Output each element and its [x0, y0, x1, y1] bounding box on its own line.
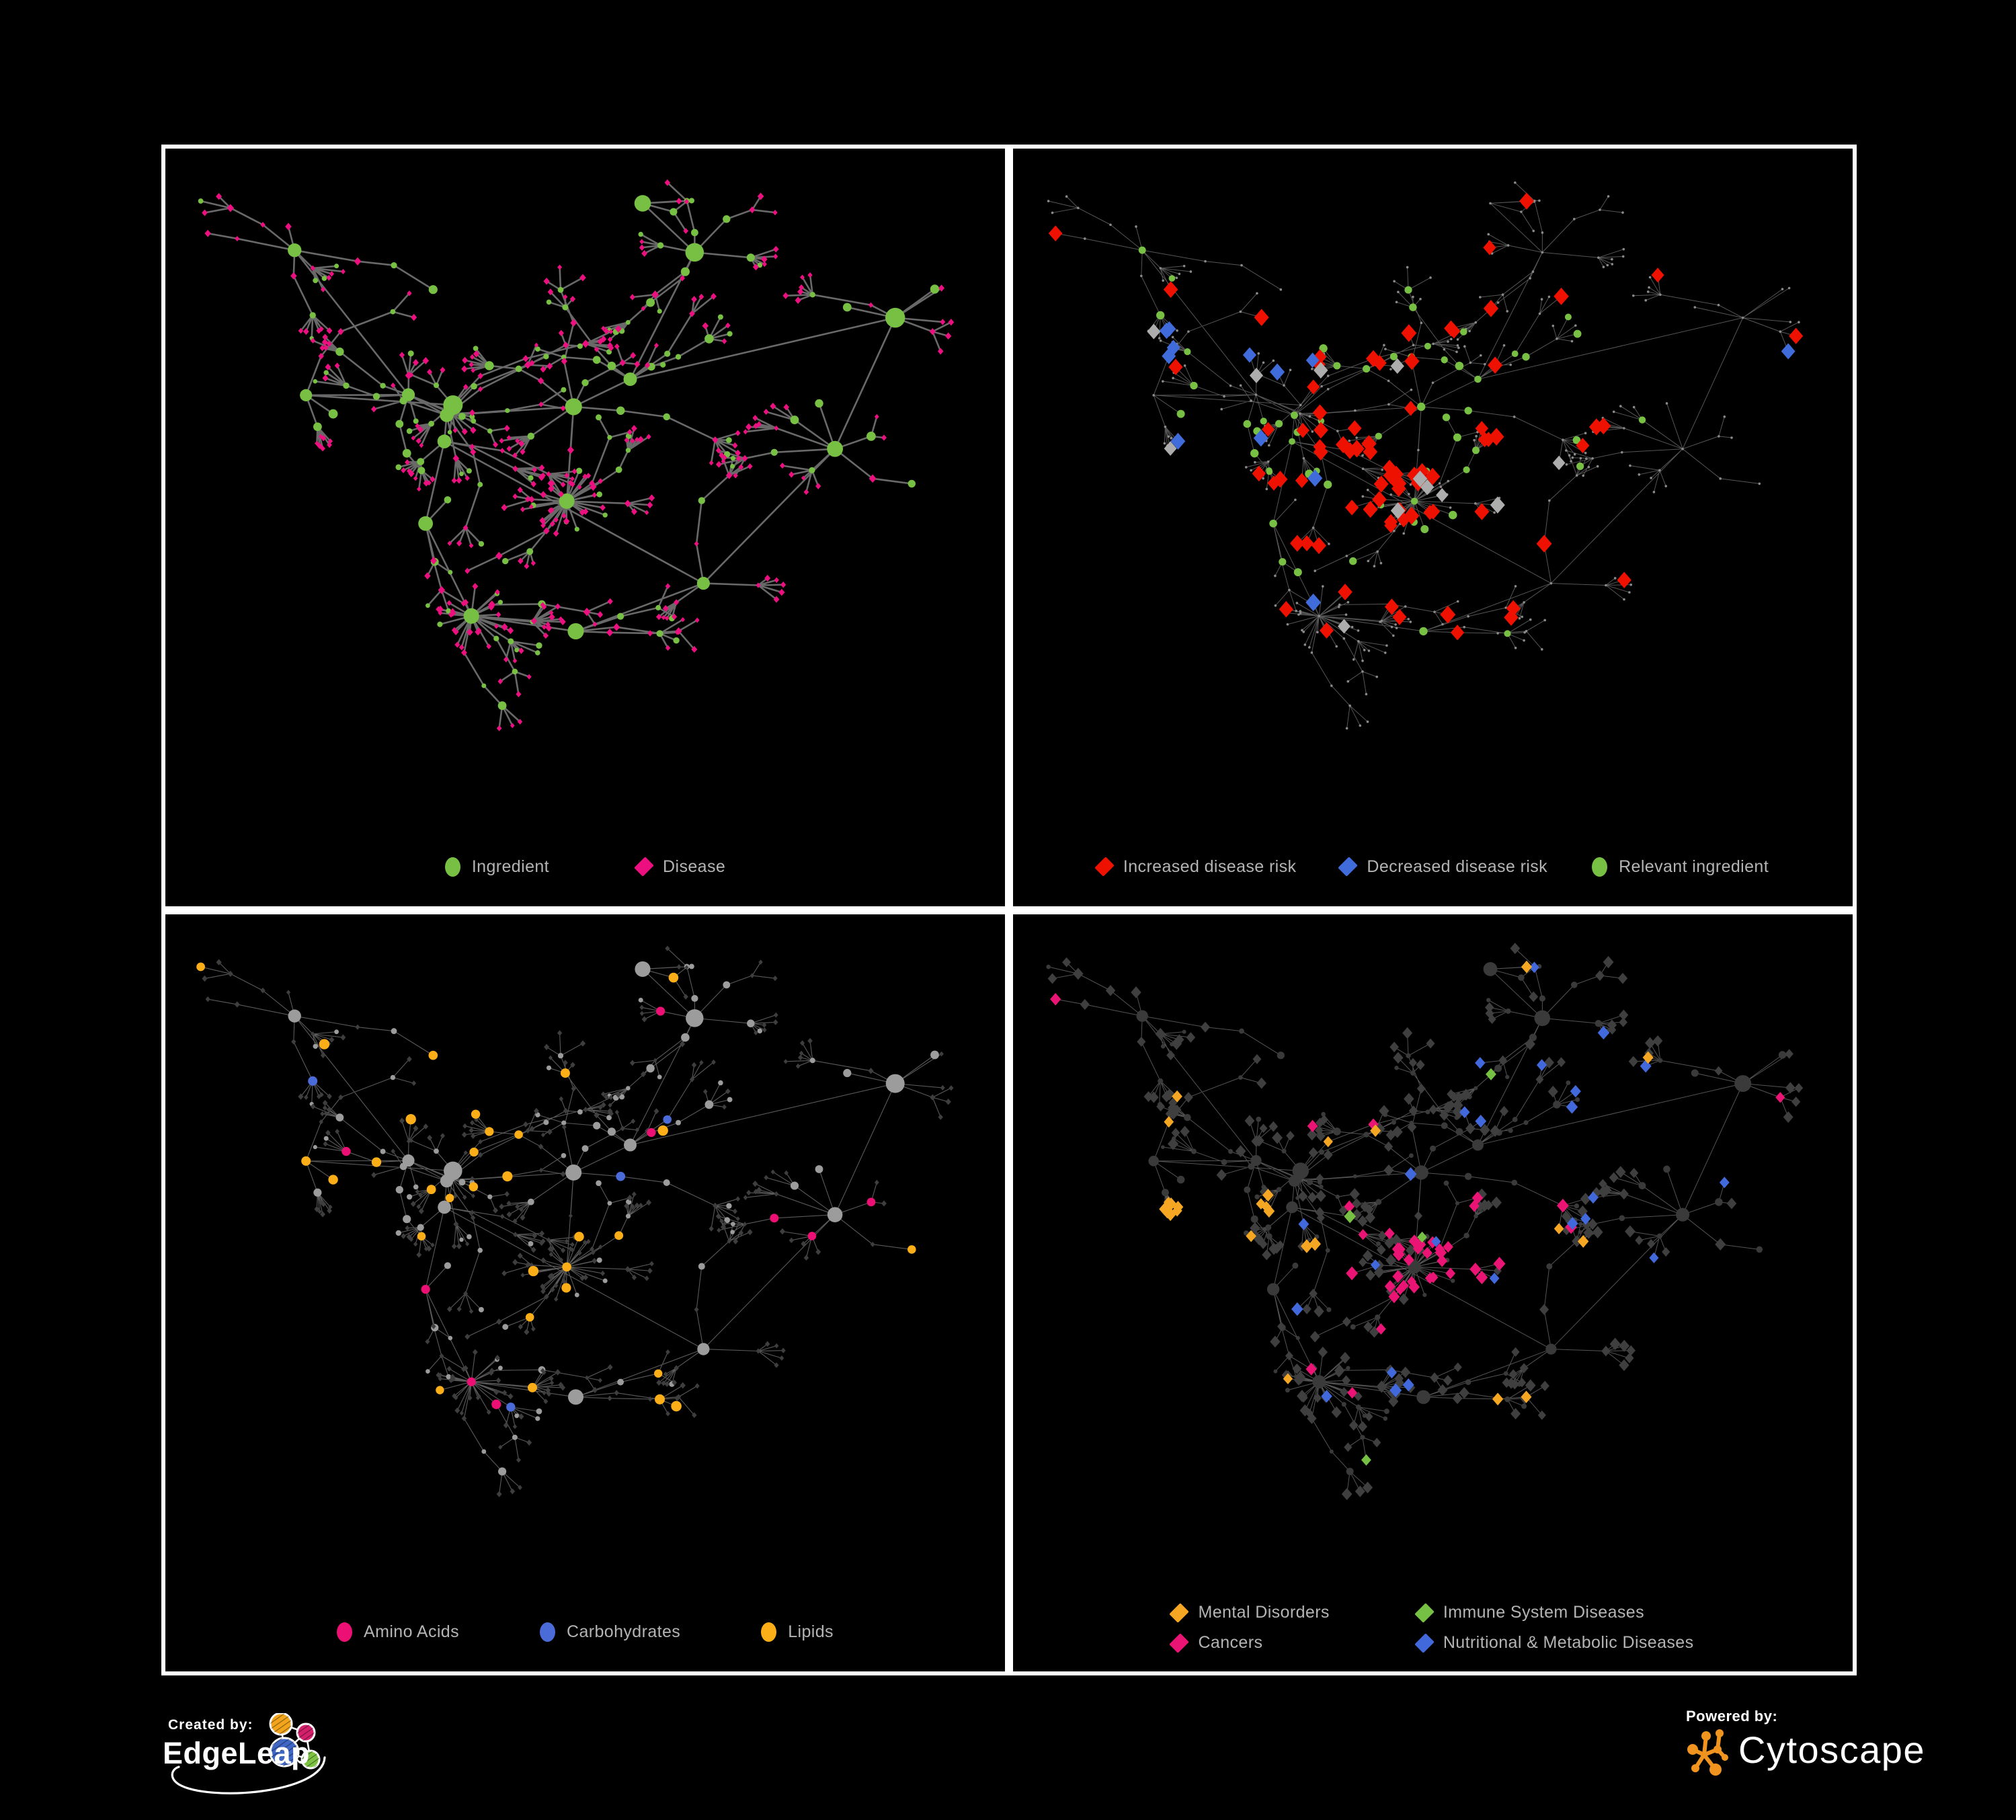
edgeleap-node-blue — [269, 1737, 300, 1768]
legend-label: Relevant ingredient — [1619, 857, 1769, 876]
legend-disease-classes: Mental Disorders Immune System Diseases Ca… — [1013, 1602, 1853, 1653]
created-by-label: Created by: — [168, 1717, 253, 1733]
legend-label: Nutritional & Metabolic Diseases — [1443, 1633, 1694, 1652]
network-graph-disease-risk — [1047, 181, 1804, 730]
panel-grid: Ingredient Disease Increased disease risk… — [161, 145, 1857, 1675]
legend-ingredient-disease: Ingredient Disease — [165, 857, 1005, 877]
legend-item: Carbohydrates — [540, 1622, 680, 1642]
edgeleap-node-green — [300, 1749, 321, 1770]
circle-swatch — [444, 857, 460, 877]
diamond-swatch — [634, 857, 654, 877]
base-nodes-layer — [1047, 181, 1800, 730]
network-edges — [1048, 182, 1800, 729]
circle-swatch — [540, 1622, 556, 1642]
legend-label: Lipids — [788, 1622, 834, 1641]
powered-by-label: Powered by: — [1686, 1708, 1778, 1725]
legend-label: Carbohydrates — [567, 1622, 681, 1641]
legend-item: Lipids — [761, 1622, 834, 1642]
panel-ingredient-disease: Ingredient Disease — [161, 145, 1009, 910]
circle-swatch — [1592, 857, 1608, 877]
cytoscape-nodes — [1687, 1729, 1728, 1776]
created-by-block: Created by: EdgeLeap — [161, 1713, 398, 1811]
diamond-swatch — [1169, 1602, 1190, 1623]
legend-item: Amino Acids — [337, 1622, 459, 1642]
network-graph-nutrient-classes — [196, 945, 954, 1497]
network-graph-ingredient-disease — [198, 179, 955, 731]
highlight-nodes-layer — [196, 962, 916, 1412]
legend-label: Cancers — [1198, 1633, 1263, 1652]
legend-label: Amino Acids — [364, 1622, 460, 1641]
legend-disease-risk: Increased disease risk Decreased disease … — [1013, 857, 1853, 877]
diamond-swatch — [1094, 857, 1115, 877]
legend-item: Cancers — [1169, 1632, 1329, 1653]
diamond-swatch — [1338, 857, 1359, 877]
legend-item: Mental Disorders — [1169, 1602, 1330, 1623]
edgeleap-node-orange — [269, 1713, 293, 1736]
diamond-swatch — [1414, 1602, 1435, 1623]
edgeleap-links — [280, 1723, 312, 1761]
panel-disease-risk: Increased disease risk Decreased disease … — [1009, 145, 1857, 910]
edgeleap-node-magenta — [296, 1723, 316, 1743]
legend-label: Increased disease risk — [1123, 857, 1297, 876]
circle-swatch — [761, 1622, 777, 1642]
legend-item: Nutritional & Metabolic Diseases — [1414, 1632, 1694, 1653]
legend-label: Decreased disease risk — [1367, 857, 1548, 876]
powered-by-block: Powered by: — [1682, 1708, 1971, 1795]
legend-item: Ingredient — [444, 857, 550, 877]
cytoscape-logo-icon — [1687, 1729, 1728, 1776]
legend-item: Disease — [634, 857, 726, 877]
base-nodes-layer — [198, 179, 955, 731]
legend-label: Disease — [663, 857, 726, 876]
panel-disease-classes: Mental Disorders Immune System Diseases Ca… — [1009, 910, 1857, 1675]
highlight-nodes-layer — [1048, 192, 1804, 641]
base-nodes-layer — [1046, 942, 1804, 1500]
diamond-swatch — [1414, 1632, 1435, 1653]
edgeleap-logo-text: EdgeLeap — [163, 1736, 311, 1770]
legend-item: Relevant ingredient — [1592, 857, 1769, 877]
network-edges — [1048, 947, 1800, 1494]
legend-item: Increased disease risk — [1094, 857, 1297, 877]
network-edges — [200, 182, 952, 729]
panel-nutrient-classes: Amino Acids Carbohydrates Lipids — [161, 910, 1009, 1675]
legend-label: Mental Disorders — [1198, 1603, 1330, 1622]
legend-nutrient-classes: Amino Acids Carbohydrates Lipids — [165, 1622, 1005, 1642]
circle-swatch — [337, 1622, 353, 1642]
base-nodes-layer — [202, 945, 954, 1497]
legend-item: Immune System Diseases — [1414, 1602, 1694, 1623]
legend-label: Ingredient — [471, 857, 550, 876]
diamond-swatch — [1169, 1632, 1190, 1653]
edgeleap-swoosh — [171, 1756, 326, 1794]
cytoscape-logo-text: Cytoscape — [1738, 1729, 1926, 1771]
edgeleap-logo-icon — [171, 1713, 326, 1794]
network-graph-disease-classes — [1046, 942, 1804, 1500]
legend-item: Decreased disease risk — [1338, 857, 1548, 877]
cytoscape-links — [1691, 1731, 1727, 1772]
legend-label: Immune System Diseases — [1443, 1603, 1644, 1622]
